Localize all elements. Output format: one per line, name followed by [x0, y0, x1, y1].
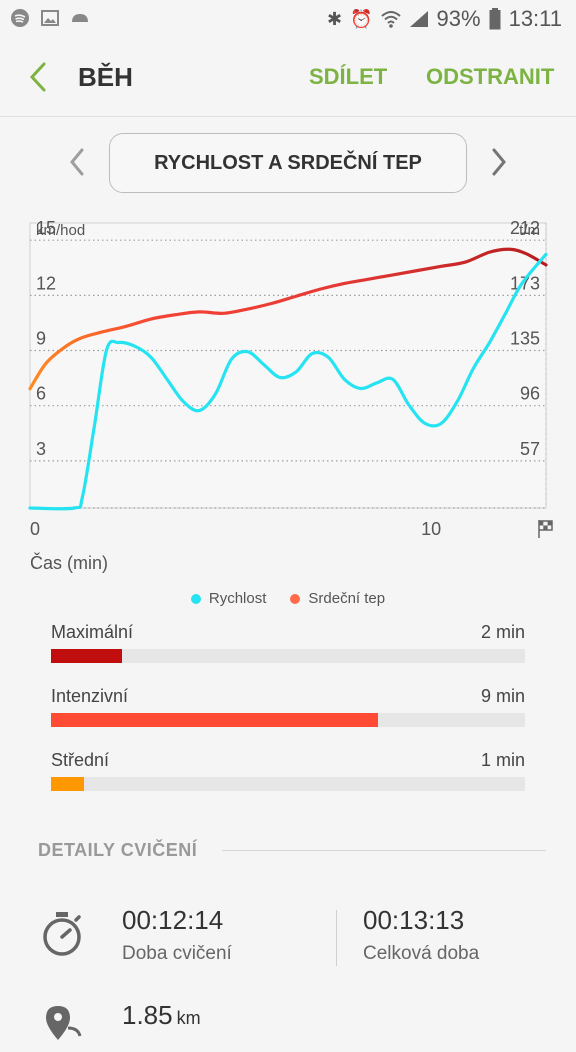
left-tick-label: 9 [36, 329, 46, 349]
zone-bar-fill [51, 777, 85, 791]
right-tick-label: 212 [510, 218, 540, 238]
right-tick-label: 173 [510, 273, 540, 293]
finish-flag-icon [538, 520, 553, 538]
battery-icon [489, 8, 501, 30]
zone-bar-fill [51, 649, 123, 663]
stat-separator [336, 910, 337, 966]
app-bar: BĚH SDÍLET ODSTRANIT [0, 38, 576, 117]
total-duration-label: Celková doba [363, 943, 480, 964]
stopwatch-icon [43, 912, 81, 956]
right-tick-label: 135 [510, 329, 540, 349]
x-tick-label: 0 [30, 519, 40, 539]
x-tick-label: 10 [421, 519, 441, 539]
gallery-icon [41, 10, 59, 26]
legend-speed-label: Rychlost [208, 590, 267, 607]
share-button[interactable]: SDÍLET [309, 64, 388, 89]
next-chart-button[interactable] [484, 142, 514, 182]
chart-selector: RYCHLOST A SRDEČNÍ TEP [0, 130, 576, 196]
zone-duration: 1 min [480, 750, 525, 770]
right-tick-label: 96 [520, 384, 540, 404]
spotify-icon [11, 9, 29, 27]
legend-item-heart-rate: Srdeční tep [290, 590, 385, 607]
previous-chart-button[interactable] [62, 142, 92, 182]
legend-heart-label: Srdeční tep [308, 590, 386, 607]
zone-moderate: Střední 1 min [51, 750, 525, 791]
zone-bar-track [51, 649, 525, 663]
legend-heart-dot [290, 593, 301, 604]
back-button[interactable] [24, 60, 54, 94]
plot-area [29, 222, 547, 509]
status-bar-notifications [10, 8, 90, 28]
left-tick-label: 6 [36, 384, 46, 404]
zone-duration: 2 min [480, 622, 525, 642]
speed-line [28, 252, 548, 511]
zone-bar-track [51, 713, 525, 727]
status-bar-system: ✱ ⏰ 93% 13:11 [327, 6, 562, 32]
zone-bar-track [51, 777, 525, 791]
x-axis-title: Čas (min) [30, 553, 109, 573]
workout-duration-value: 00:12:14 [122, 905, 224, 935]
chart-type-selector[interactable]: RYCHLOST A SRDEČNÍ TEP [109, 133, 467, 193]
section-divider [222, 850, 546, 851]
zone-maximal: Maximální 2 min [51, 622, 525, 663]
status-bar: ✱ ⏰ 93% 13:11 [0, 0, 576, 38]
alarm-icon: ⏰ [350, 8, 373, 29]
page-title: BĚH [78, 62, 133, 92]
legend-speed-dot [190, 593, 201, 604]
distance-number: 1.85 [122, 1000, 173, 1030]
distance-value: 1.85 km [122, 1000, 201, 1031]
heart-rate-line [28, 247, 548, 391]
left-tick-label: 3 [36, 439, 46, 459]
battery-percent: 93% [436, 6, 481, 31]
bluetooth-icon: ✱ [327, 8, 343, 29]
right-axis-unit: t/m [519, 222, 540, 239]
workout-duration-label: Doba cvičení [122, 943, 232, 964]
right-tick-label: 57 [520, 439, 540, 459]
zone-bar-fill [51, 713, 379, 727]
left-axis-unit: km/hod [36, 222, 85, 239]
left-tick-label: 15 [36, 218, 56, 238]
legend-item-speed: Rychlost [190, 590, 267, 607]
cloud-icon [72, 14, 88, 22]
workout-details-title: DETAILY CVIČENÍ [38, 840, 198, 860]
total-duration-value: 00:13:13 [363, 905, 465, 935]
zone-label: Střední [51, 750, 110, 770]
zone-duration: 9 min [480, 686, 525, 706]
left-tick-label: 12 [36, 273, 56, 293]
signal-icon [409, 11, 428, 27]
speed-heart-rate-chart: km/hod t/m 15 212 12 173 9 135 6 96 3 57 0 10 [28, 218, 553, 539]
chart-legend: Rychlost Srdeční tep [0, 590, 576, 607]
zone-label: Intenzivní [51, 686, 129, 706]
zone-label: Maximální [51, 622, 134, 642]
wifi-icon [380, 11, 401, 28]
distance-unit: km [176, 1008, 201, 1028]
location-pin-icon [46, 1006, 82, 1040]
zone-intensive: Intenzivní 9 min [51, 686, 525, 727]
delete-button[interactable]: ODSTRANIT [426, 64, 555, 89]
clock: 13:11 [508, 6, 562, 31]
